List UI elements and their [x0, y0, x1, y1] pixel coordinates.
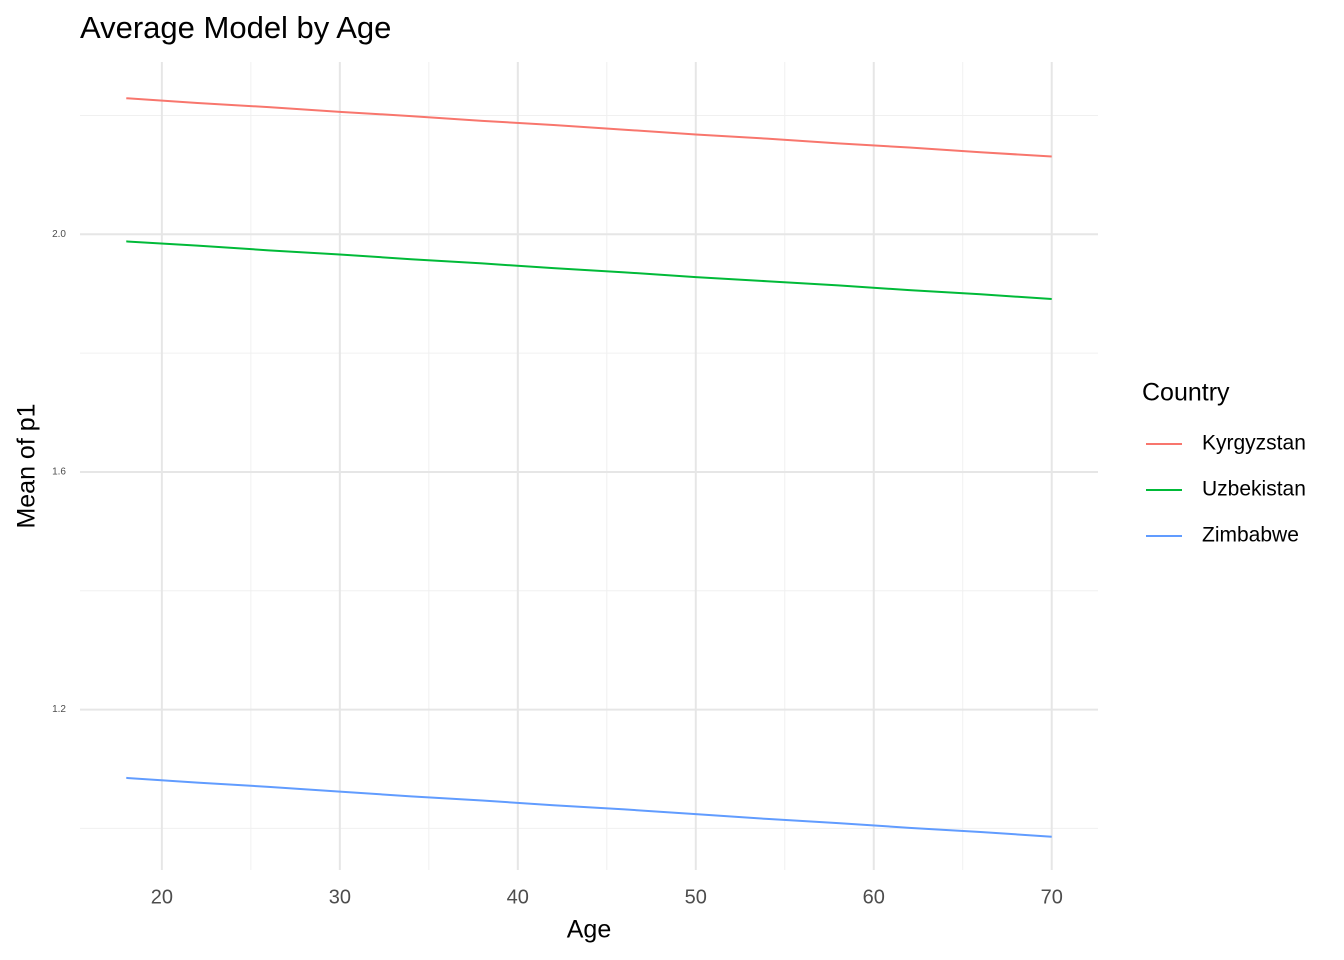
legend-label: Uzbekistan [1202, 478, 1306, 501]
x-tick-label: 30 [329, 886, 351, 908]
x-tick-label: 70 [1041, 886, 1063, 908]
chart-title: Average Model by Age [80, 10, 391, 45]
line [126, 776, 1052, 838]
legend-label: Kyrgyzstan [1202, 432, 1306, 455]
x-tick-label: 50 [685, 886, 707, 908]
line [126, 97, 1052, 158]
x-tick-label: 20 [151, 886, 173, 908]
x-tick-label: 40 [507, 886, 529, 908]
y-axis-title: Mean of p1 [13, 403, 41, 528]
line [126, 240, 1052, 301]
legend-title: Country [1142, 379, 1230, 407]
y-tick-label: 1.6 [52, 467, 66, 478]
legend-label: Zimbabwe [1202, 524, 1299, 547]
x-tick-label: 60 [863, 886, 885, 908]
x-axis-title: Age [567, 916, 611, 944]
y-tick-label: 1.2 [52, 704, 66, 715]
y-tick-label: 2.0 [52, 229, 66, 240]
